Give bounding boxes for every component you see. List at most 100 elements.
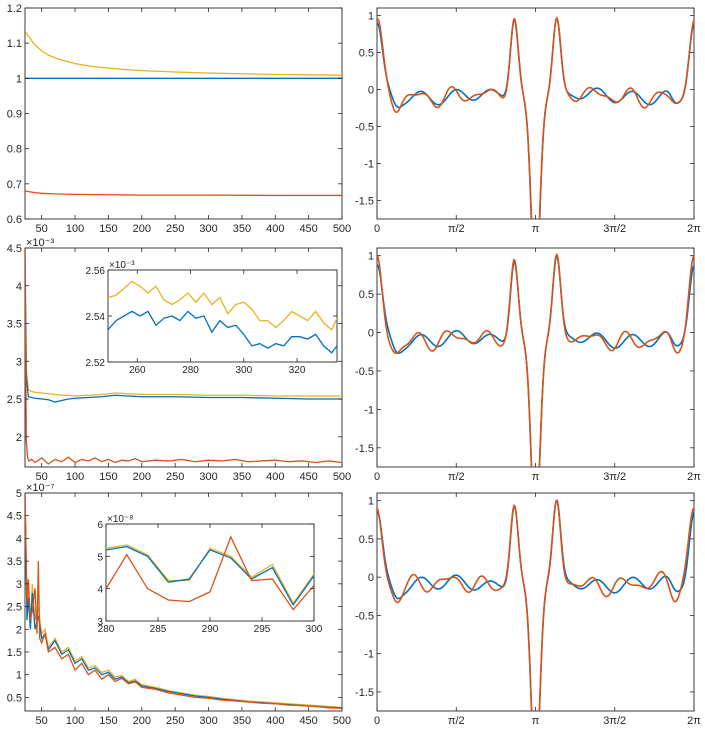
y-tick-label: 1 <box>368 496 374 508</box>
x-tick-label: 0 <box>374 223 380 235</box>
y-tick-label: 0.7 <box>7 179 22 191</box>
y-tick-label: 1 <box>368 10 374 22</box>
y-tick-label: 1 <box>16 73 22 85</box>
y-tick-label: 2 <box>16 432 22 444</box>
series-line <box>25 248 342 465</box>
x-tick-label: 50 <box>36 471 48 483</box>
chart-fn-2: 0 π/2 π 3π/2 2π -1.5 -1 -0.5 0 0.5 1 <box>355 247 701 483</box>
axes-box <box>105 523 315 622</box>
chart-fn-3: 0 π/2 π 3π/2 2π -1.5 -1 -0.5 0 0.5 1 <box>355 492 701 727</box>
x-tick-label: 150 <box>99 223 117 235</box>
y-tick-label: 0.5 <box>359 534 374 546</box>
series-line <box>106 535 314 611</box>
series-group <box>25 30 342 197</box>
x-tick-label: 200 <box>133 471 151 483</box>
y-tick-label: 4 <box>16 533 22 545</box>
x-tick-label: π/2 <box>448 471 465 483</box>
x-tick-label: 2π <box>687 715 701 727</box>
series-group <box>377 498 694 711</box>
x-tick-label: 300 <box>306 624 323 635</box>
x-tick-label: 260 <box>129 365 146 376</box>
y-tick-label: -0.5 <box>355 121 374 133</box>
x-tick-label: 0 <box>374 715 380 727</box>
chart-sub-ratio-inset: 260 280 300 320 2.52 2.54 2.56×10⁻³ <box>86 260 338 376</box>
series-group <box>377 16 694 219</box>
x-tick-label: 3π/2 <box>603 715 626 727</box>
y-tick-label: 0.6 <box>7 214 22 226</box>
y-tick-label: -1.5 <box>355 195 374 207</box>
x-tick-label: 250 <box>166 471 184 483</box>
y-tick-label: 3 <box>97 617 103 628</box>
x-tick-label: 300 <box>199 715 217 727</box>
y-tick-label: 0.5 <box>359 289 374 301</box>
x-tick-label: 450 <box>299 223 317 235</box>
x-tick-label: 200 <box>133 715 151 727</box>
y-exponent-label: ×10⁻⁸ <box>107 514 133 525</box>
y-tick-label: 1.1 <box>7 38 22 50</box>
y-tick-label: 6 <box>97 520 103 531</box>
x-tick-label: 300 <box>235 365 252 376</box>
y-exponent-label: ×10⁻³ <box>26 237 54 249</box>
x-tick-label: π <box>532 715 540 727</box>
y-tick-label: 4.5 <box>7 511 22 523</box>
y-tick-label: 4 <box>97 585 103 596</box>
x-tick-label: 450 <box>299 715 317 727</box>
series-line <box>377 254 694 467</box>
y-tick-label: 3 <box>16 579 22 591</box>
series-line <box>377 499 694 711</box>
x-tick-label: π <box>532 223 540 235</box>
series-line <box>108 280 337 331</box>
axes-box <box>376 247 695 468</box>
x-tick-label: 300 <box>199 223 217 235</box>
x-tick-label: π/2 <box>448 223 465 235</box>
y-tick-label: 2 <box>16 624 22 636</box>
y-tick-label: 1.5 <box>7 647 22 659</box>
y-tick-label: -1.5 <box>355 687 374 699</box>
series-line <box>108 310 337 354</box>
axes-box <box>376 7 695 220</box>
x-tick-label: 500 <box>333 223 351 235</box>
series-line <box>25 493 342 709</box>
x-tick-label: 400 <box>266 715 284 727</box>
y-tick-label: 2.5 <box>7 394 22 406</box>
series-group <box>108 280 337 354</box>
x-tick-label: 250 <box>166 223 184 235</box>
x-tick-label: 280 <box>98 624 115 635</box>
y-tick-label: 2.52 <box>86 358 106 369</box>
x-tick-label: π <box>532 471 540 483</box>
x-tick-label: 450 <box>299 471 317 483</box>
x-tick-label: π/2 <box>448 715 465 727</box>
y-tick-label: 5 <box>97 552 103 563</box>
y-tick-label: 2.54 <box>86 312 106 323</box>
y-tick-label: 1 <box>368 251 374 263</box>
series-line <box>25 248 342 397</box>
axes-box <box>107 269 338 363</box>
y-tick-label: 0 <box>368 84 374 96</box>
y-tick-label: 0 <box>368 572 374 584</box>
series-group <box>106 535 314 611</box>
y-tick-label: -1 <box>364 649 374 661</box>
series-line <box>377 252 694 467</box>
y-exponent-label: ×10⁻⁷ <box>26 482 54 494</box>
axes-box <box>24 7 343 220</box>
x-tick-label: 100 <box>66 471 84 483</box>
y-exponent-label: ×10⁻³ <box>109 260 135 271</box>
y-tick-label: 3 <box>16 356 22 368</box>
x-tick-label: 500 <box>333 715 351 727</box>
series-line <box>377 498 694 711</box>
x-tick-label: 3π/2 <box>603 223 626 235</box>
y-tick-label: 2.5 <box>7 602 22 614</box>
x-tick-label: 290 <box>202 624 219 635</box>
series-line <box>377 16 694 219</box>
x-tick-label: 400 <box>266 223 284 235</box>
x-tick-label: 150 <box>99 471 117 483</box>
series-line <box>106 545 314 607</box>
series-group <box>25 493 342 709</box>
y-tick-label: 2.56 <box>86 266 106 277</box>
x-tick-label: 500 <box>333 471 351 483</box>
x-tick-label: 285 <box>150 624 167 635</box>
x-tick-label: 250 <box>166 715 184 727</box>
y-tick-label: -1 <box>364 404 374 416</box>
y-tick-label: 1 <box>16 670 22 682</box>
